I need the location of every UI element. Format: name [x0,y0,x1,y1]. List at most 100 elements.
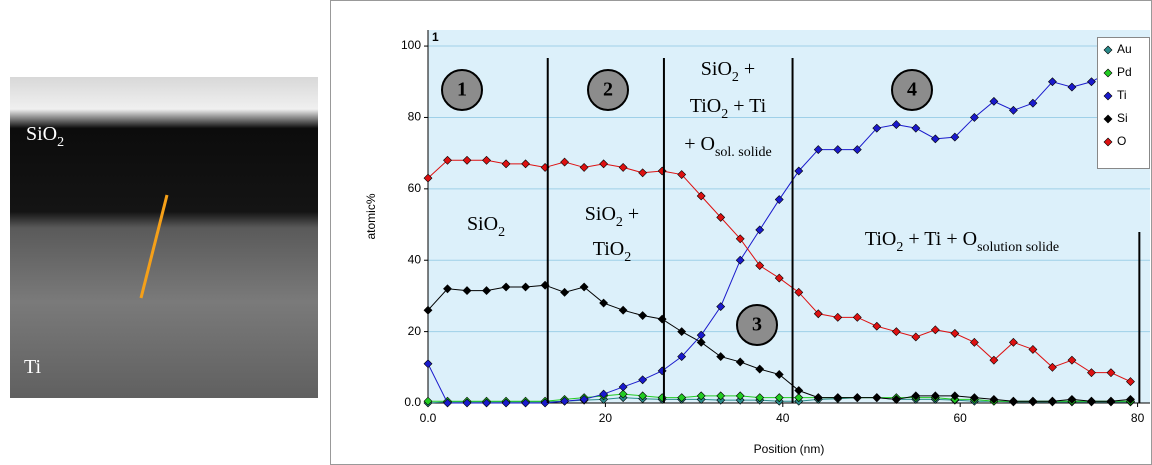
data-point [1028,98,1038,108]
data-point [501,159,511,169]
data-point [1048,396,1057,406]
data-point [891,395,901,404]
data-point [1067,355,1077,365]
data-point [813,309,823,319]
data-point [638,168,648,178]
data-point [969,113,979,122]
subscript: solution solide [977,240,1059,255]
text-run: + Ti [728,95,766,117]
legend-swatch [1103,68,1113,78]
subscript: 2 [732,70,739,85]
data-point [755,225,765,235]
data-point [677,352,687,362]
data-point [774,273,784,283]
data-point [911,123,921,133]
data-point [716,391,726,401]
zone-marker [441,69,483,111]
zone-number: 4 [907,79,917,101]
data-point [462,286,472,295]
data-point [560,396,570,406]
data-point [716,212,726,222]
data-point [677,327,687,337]
data-point [735,255,745,265]
zone-number: 3 [752,314,762,336]
data-point [735,391,745,401]
data-point [911,391,921,401]
rich-label: TiO2 + Ti + Osolution solide [865,228,1059,255]
rich-label: TiO2 + Ti [690,95,767,122]
data-point [989,96,999,106]
text-run: SiO [701,58,732,80]
data-point [911,332,921,342]
data-point [521,159,530,169]
subscript: sol. solide [715,145,772,160]
x-tick-label: 20 [599,411,613,425]
data-point [852,312,862,322]
legend: Au Pd Ti Si O [1097,37,1150,169]
data-point [696,337,706,347]
text-run: SiO [467,213,498,235]
x-tick-label: 80 [1131,411,1145,425]
legend-box [1097,37,1150,169]
data-point [950,328,960,338]
data-point [1008,105,1018,115]
data-point [891,327,901,337]
x-tick-label: 60 [954,411,968,425]
data-point [1126,395,1135,404]
data-point [872,123,882,133]
data-point [1087,396,1096,406]
text-run: TiO [865,228,897,250]
tem-micrograph [10,77,318,398]
rich-label: Ti [24,356,42,378]
data-point [735,234,745,244]
data-point [599,298,609,308]
data-point [618,389,628,399]
data-point [1028,345,1038,354]
y-tick-label: 60 [408,181,422,195]
legend-label: Au [1117,42,1132,56]
data-point [872,393,882,403]
data-point [794,166,804,176]
subscript: 2 [616,215,623,230]
legend-label: Ti [1117,88,1127,102]
data-point [579,395,589,404]
rich-label: SiO2 [467,213,505,240]
rich-label: SiO2 + [585,203,639,230]
subscript: 2 [57,135,64,150]
data-point [969,393,979,403]
data-point [521,282,530,292]
data-point [677,170,687,179]
data-point [462,155,472,165]
x-axis-label: Position (nm) [754,442,825,456]
data-point [1048,362,1057,372]
data-point [774,393,784,403]
subscript: 2 [624,250,631,265]
data-point [1106,368,1116,378]
data-point [579,282,589,292]
data-point [560,287,570,297]
data-point [989,395,999,404]
data-point [833,145,843,154]
x-tick-label: 40 [776,411,790,425]
data-point [482,398,491,408]
data-point [482,286,491,295]
data-point [774,370,784,379]
data-point [950,132,960,142]
rich-label: SiO2 + [701,58,755,85]
text-run: TiO [690,95,722,117]
data-point [716,352,726,362]
data-point [813,393,823,403]
data-point [599,159,609,169]
subscript: 2 [498,225,505,240]
tem-image [10,77,318,398]
data-point [1087,368,1096,378]
data-point [443,398,452,408]
data-point [423,173,433,183]
data-point [1008,337,1018,347]
data-point [716,302,726,312]
data-point [813,145,823,154]
zone-marker [891,69,933,111]
data-point [852,393,862,403]
y-axis-label: atomic% [364,193,378,239]
